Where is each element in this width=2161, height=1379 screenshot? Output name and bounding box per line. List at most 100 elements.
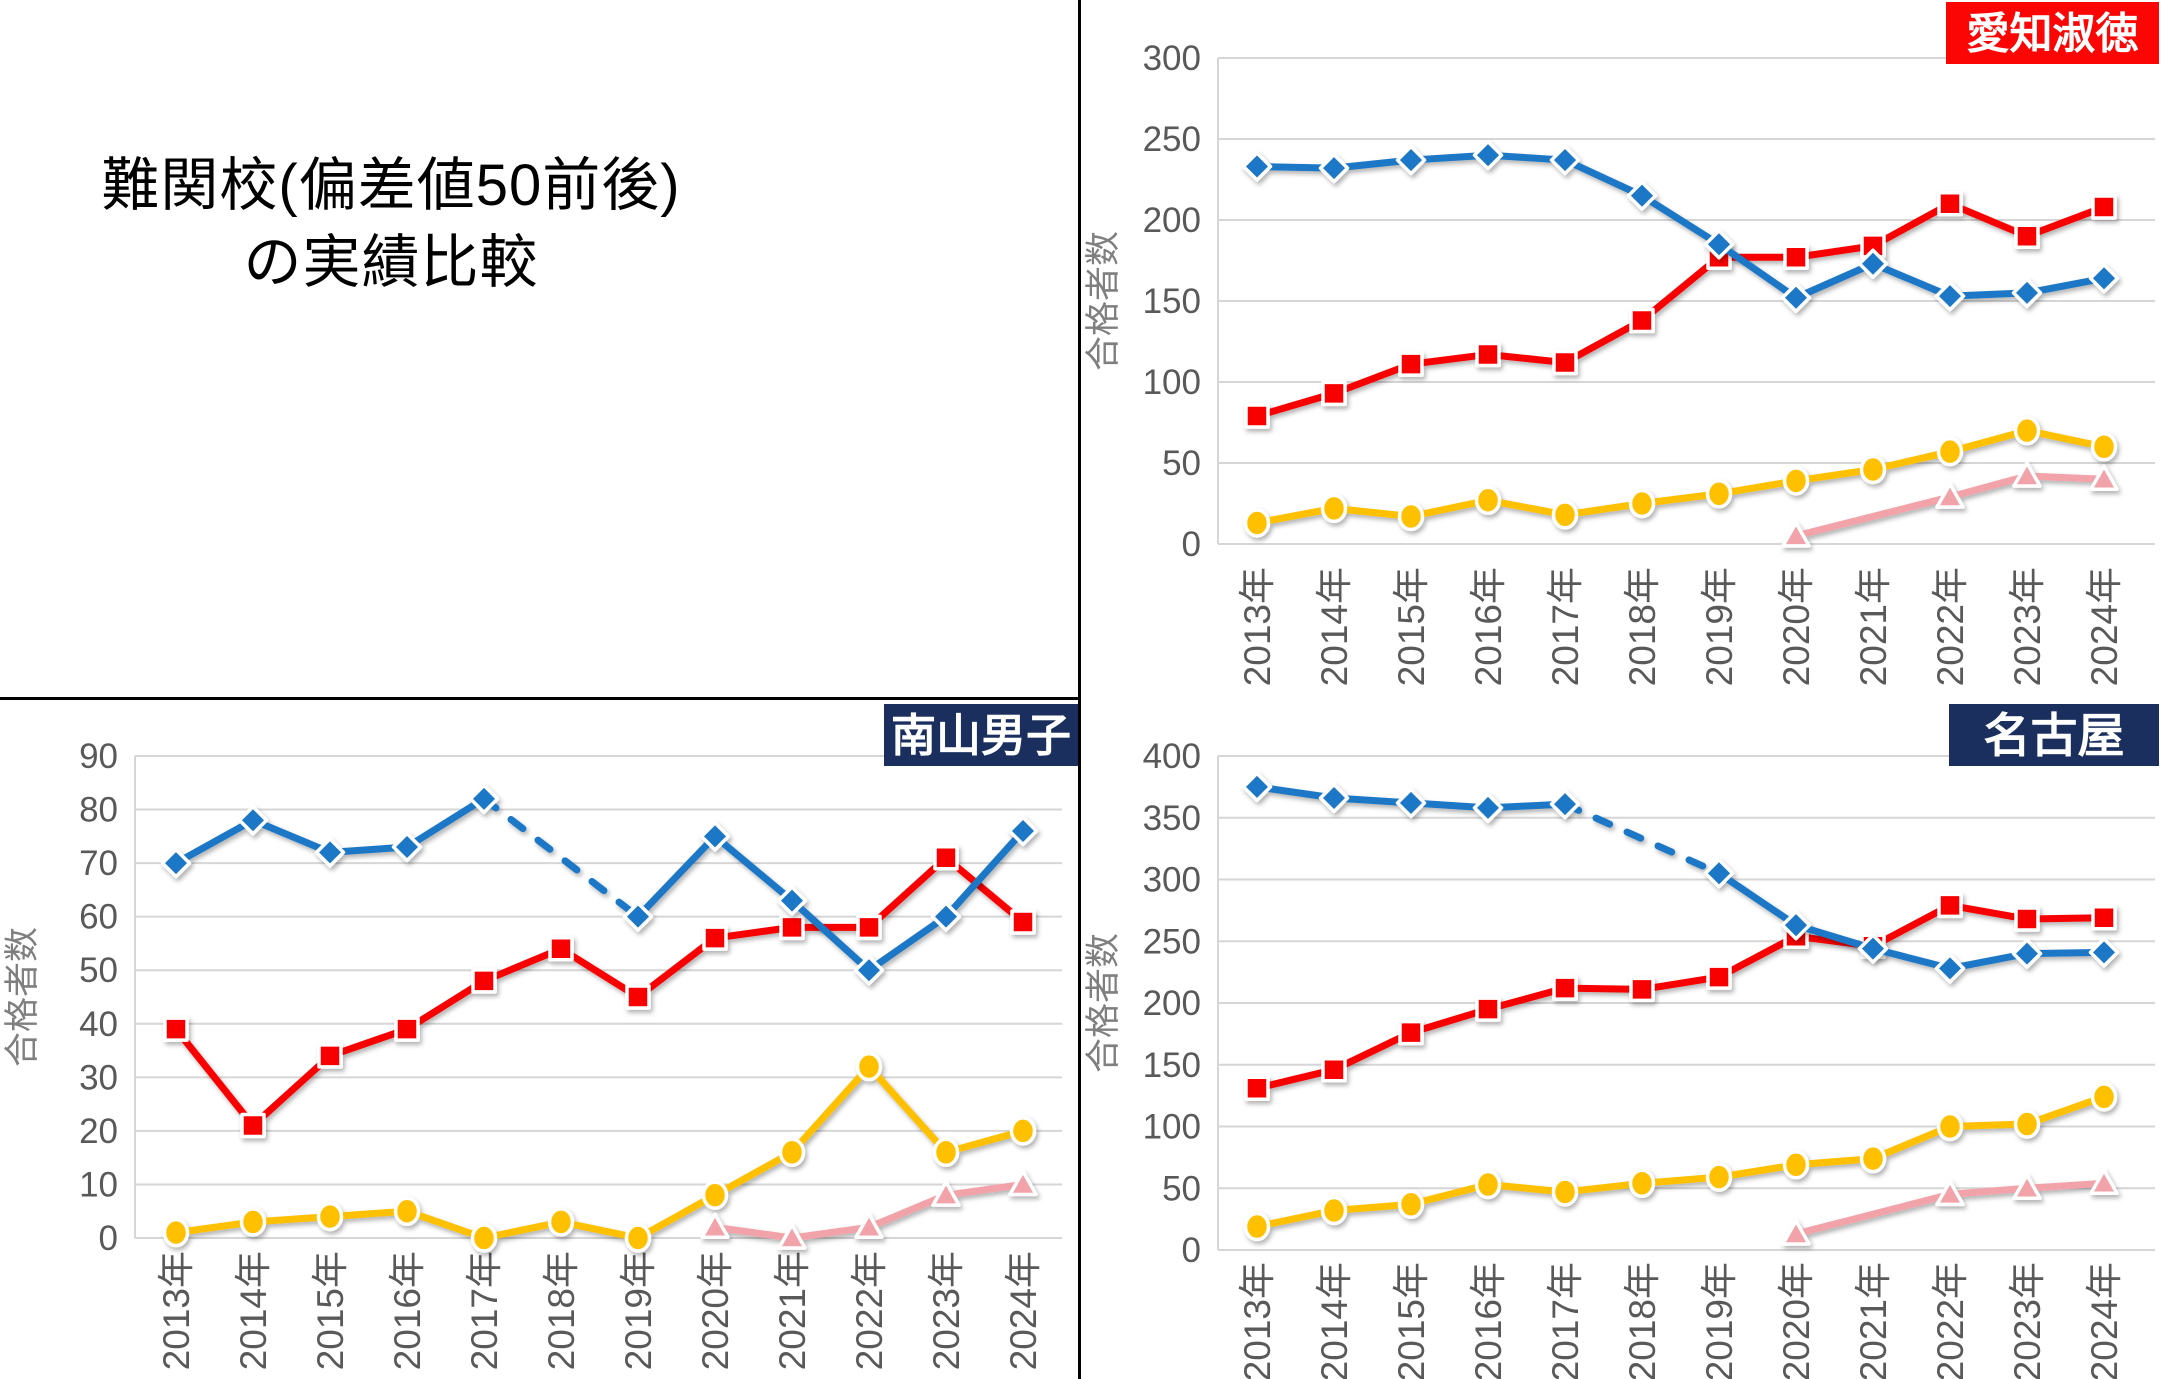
data-point-marker-square bbox=[548, 936, 574, 962]
data-point-marker-diamond bbox=[1549, 788, 1581, 820]
gridlines bbox=[1217, 755, 2155, 1251]
x-tick-label: 2013年 bbox=[1237, 1262, 1278, 1379]
data-point-marker-circle bbox=[1243, 1211, 1271, 1242]
data-point-marker-diamond bbox=[1472, 792, 1504, 824]
data-point-marker-diamond bbox=[1626, 180, 1658, 211]
y-axis-title: 合格者数 bbox=[1084, 933, 1123, 1073]
data-point-marker-circle bbox=[1009, 1116, 1037, 1146]
series-blue bbox=[160, 783, 1039, 986]
data-point-marker-circle bbox=[1859, 1143, 1887, 1174]
data-point-marker-circle bbox=[932, 1137, 960, 1168]
x-tick-label: 2022年 bbox=[1930, 1262, 1971, 1379]
data-point-marker-circle bbox=[1628, 488, 1656, 519]
data-point-marker-triangle bbox=[2012, 1173, 2042, 1200]
data-point-marker-square bbox=[1706, 964, 1732, 990]
series-pink bbox=[1781, 461, 2119, 548]
data-point-marker-diamond bbox=[160, 847, 192, 879]
data-point-marker-diamond bbox=[1780, 909, 1812, 941]
series-line-yellow bbox=[1253, 1093, 2108, 1231]
data-point-marker-circle bbox=[855, 1051, 883, 1082]
data-point-marker-square bbox=[1552, 975, 1578, 1001]
data-point-marker-diamond bbox=[1857, 933, 1889, 964]
data-point-marker-circle bbox=[1551, 1177, 1579, 1207]
data-point-marker-diamond bbox=[1934, 280, 1966, 312]
data-point-marker-square bbox=[240, 1112, 266, 1139]
data-point-marker-square bbox=[1244, 403, 1270, 429]
data-point-marker-circle bbox=[239, 1207, 267, 1237]
data-point-marker-square bbox=[1629, 976, 1655, 1003]
data-point-marker-square bbox=[2014, 223, 2040, 249]
data-point-marker-diamond bbox=[1549, 144, 1581, 176]
x-tick-label: 2015年 bbox=[1391, 567, 1432, 686]
data-point-marker-square bbox=[1398, 351, 1424, 377]
data-point-marker-triangle bbox=[777, 1223, 807, 1250]
x-tick-label: 2014年 bbox=[1314, 567, 1355, 686]
y-tick-label: 50 bbox=[1162, 444, 1201, 483]
chart-title-badge bbox=[1946, 2, 2159, 64]
data-point-marker-triangle bbox=[1008, 1169, 1038, 1197]
data-point-marker-diamond bbox=[1780, 282, 1812, 314]
series-gap-segment-blue bbox=[1561, 800, 1723, 877]
data-point-marker-diamond bbox=[930, 901, 962, 932]
x-tick-label: 2024年 bbox=[1003, 1251, 1044, 1370]
x-tick-label: 2019年 bbox=[1699, 1262, 1740, 1379]
page-title-line-2: の実績比較 bbox=[243, 229, 539, 295]
chart-title-badge-label: 名古屋 bbox=[1984, 709, 2125, 762]
data-point-marker-square bbox=[1552, 349, 1578, 376]
data-point-marker-square bbox=[163, 1016, 189, 1042]
series-line-blue bbox=[634, 827, 1027, 974]
series-blue bbox=[1241, 139, 2120, 314]
y-tick-label: 400 bbox=[1143, 737, 1201, 776]
series-line-red bbox=[1253, 200, 2108, 420]
data-point-marker-square bbox=[317, 1043, 343, 1069]
data-point-marker-triangle bbox=[2089, 1168, 2119, 1196]
data-point-marker-triangle bbox=[2012, 461, 2042, 488]
data-point-marker-square bbox=[1783, 244, 1809, 271]
x-tick-label: 2018年 bbox=[1622, 567, 1663, 686]
x-tick-label: 2014年 bbox=[1314, 1262, 1355, 1379]
data-point-marker-diamond bbox=[2011, 938, 2043, 969]
x-tick-label: 2020年 bbox=[1776, 567, 1817, 686]
data-point-marker-diamond bbox=[2088, 263, 2120, 294]
data-point-marker-triangle bbox=[1781, 521, 1811, 548]
page-title-line-1: 難関校(偏差値50前後) bbox=[101, 153, 681, 218]
data-point-marker-circle bbox=[1936, 436, 1964, 467]
y-tick-label: 300 bbox=[1143, 861, 1201, 900]
x-tick-label: 2016年 bbox=[1468, 567, 1509, 686]
data-point-marker-diamond bbox=[314, 837, 346, 868]
data-point-marker-square bbox=[471, 968, 497, 994]
x-tick-label: 2014年 bbox=[233, 1251, 274, 1370]
data-point-marker-circle bbox=[2013, 415, 2041, 446]
vertical-divider-line bbox=[1078, 0, 1081, 1379]
series-gap-segment-pink bbox=[1792, 493, 1954, 540]
y-tick-label: 0 bbox=[1182, 525, 1201, 564]
data-point-marker-circle bbox=[1320, 1195, 1348, 1226]
x-tick-label: 2019年 bbox=[1699, 567, 1740, 686]
data-point-marker-circle bbox=[162, 1217, 190, 1248]
data-point-marker-circle bbox=[1859, 454, 1887, 485]
data-point-marker-circle bbox=[2090, 1082, 2118, 1112]
series-yellow bbox=[162, 1051, 1037, 1253]
y-tick-label: 50 bbox=[79, 951, 118, 990]
y-tick-label: 300 bbox=[1143, 39, 1201, 78]
y-tick-label: 250 bbox=[1143, 120, 1201, 159]
data-point-marker-circle bbox=[1628, 1168, 1656, 1199]
data-point-marker-circle bbox=[1705, 1162, 1733, 1192]
page-title: 難関校(偏差値50前後) の実績比較 bbox=[85, 148, 697, 301]
data-point-marker-circle bbox=[547, 1207, 575, 1237]
data-point-marker-square bbox=[1398, 1019, 1424, 1046]
y-tick-label: 10 bbox=[79, 1165, 118, 1204]
y-axis-title: 合格者数 bbox=[3, 927, 42, 1067]
data-point-marker-square bbox=[779, 914, 805, 941]
data-point-marker-square bbox=[1321, 380, 1347, 407]
data-point-marker-circle bbox=[1397, 501, 1425, 532]
series-line-yellow bbox=[1253, 427, 2108, 527]
data-point-marker-diamond bbox=[853, 954, 885, 986]
series-red bbox=[163, 845, 1036, 1139]
line-chart-nanzan: 0 10 20 30 40 50 60 70 80 90 2013年 2014年 2015年 2016年 2… bbox=[3, 704, 1078, 1370]
y-tick-label: 200 bbox=[1143, 201, 1201, 240]
x-tick-label: 2019年 bbox=[618, 1251, 659, 1370]
data-point-marker-square bbox=[1475, 996, 1501, 1022]
x-tick-label: 2020年 bbox=[695, 1251, 736, 1370]
x-tick-label: 2017年 bbox=[1545, 567, 1586, 686]
